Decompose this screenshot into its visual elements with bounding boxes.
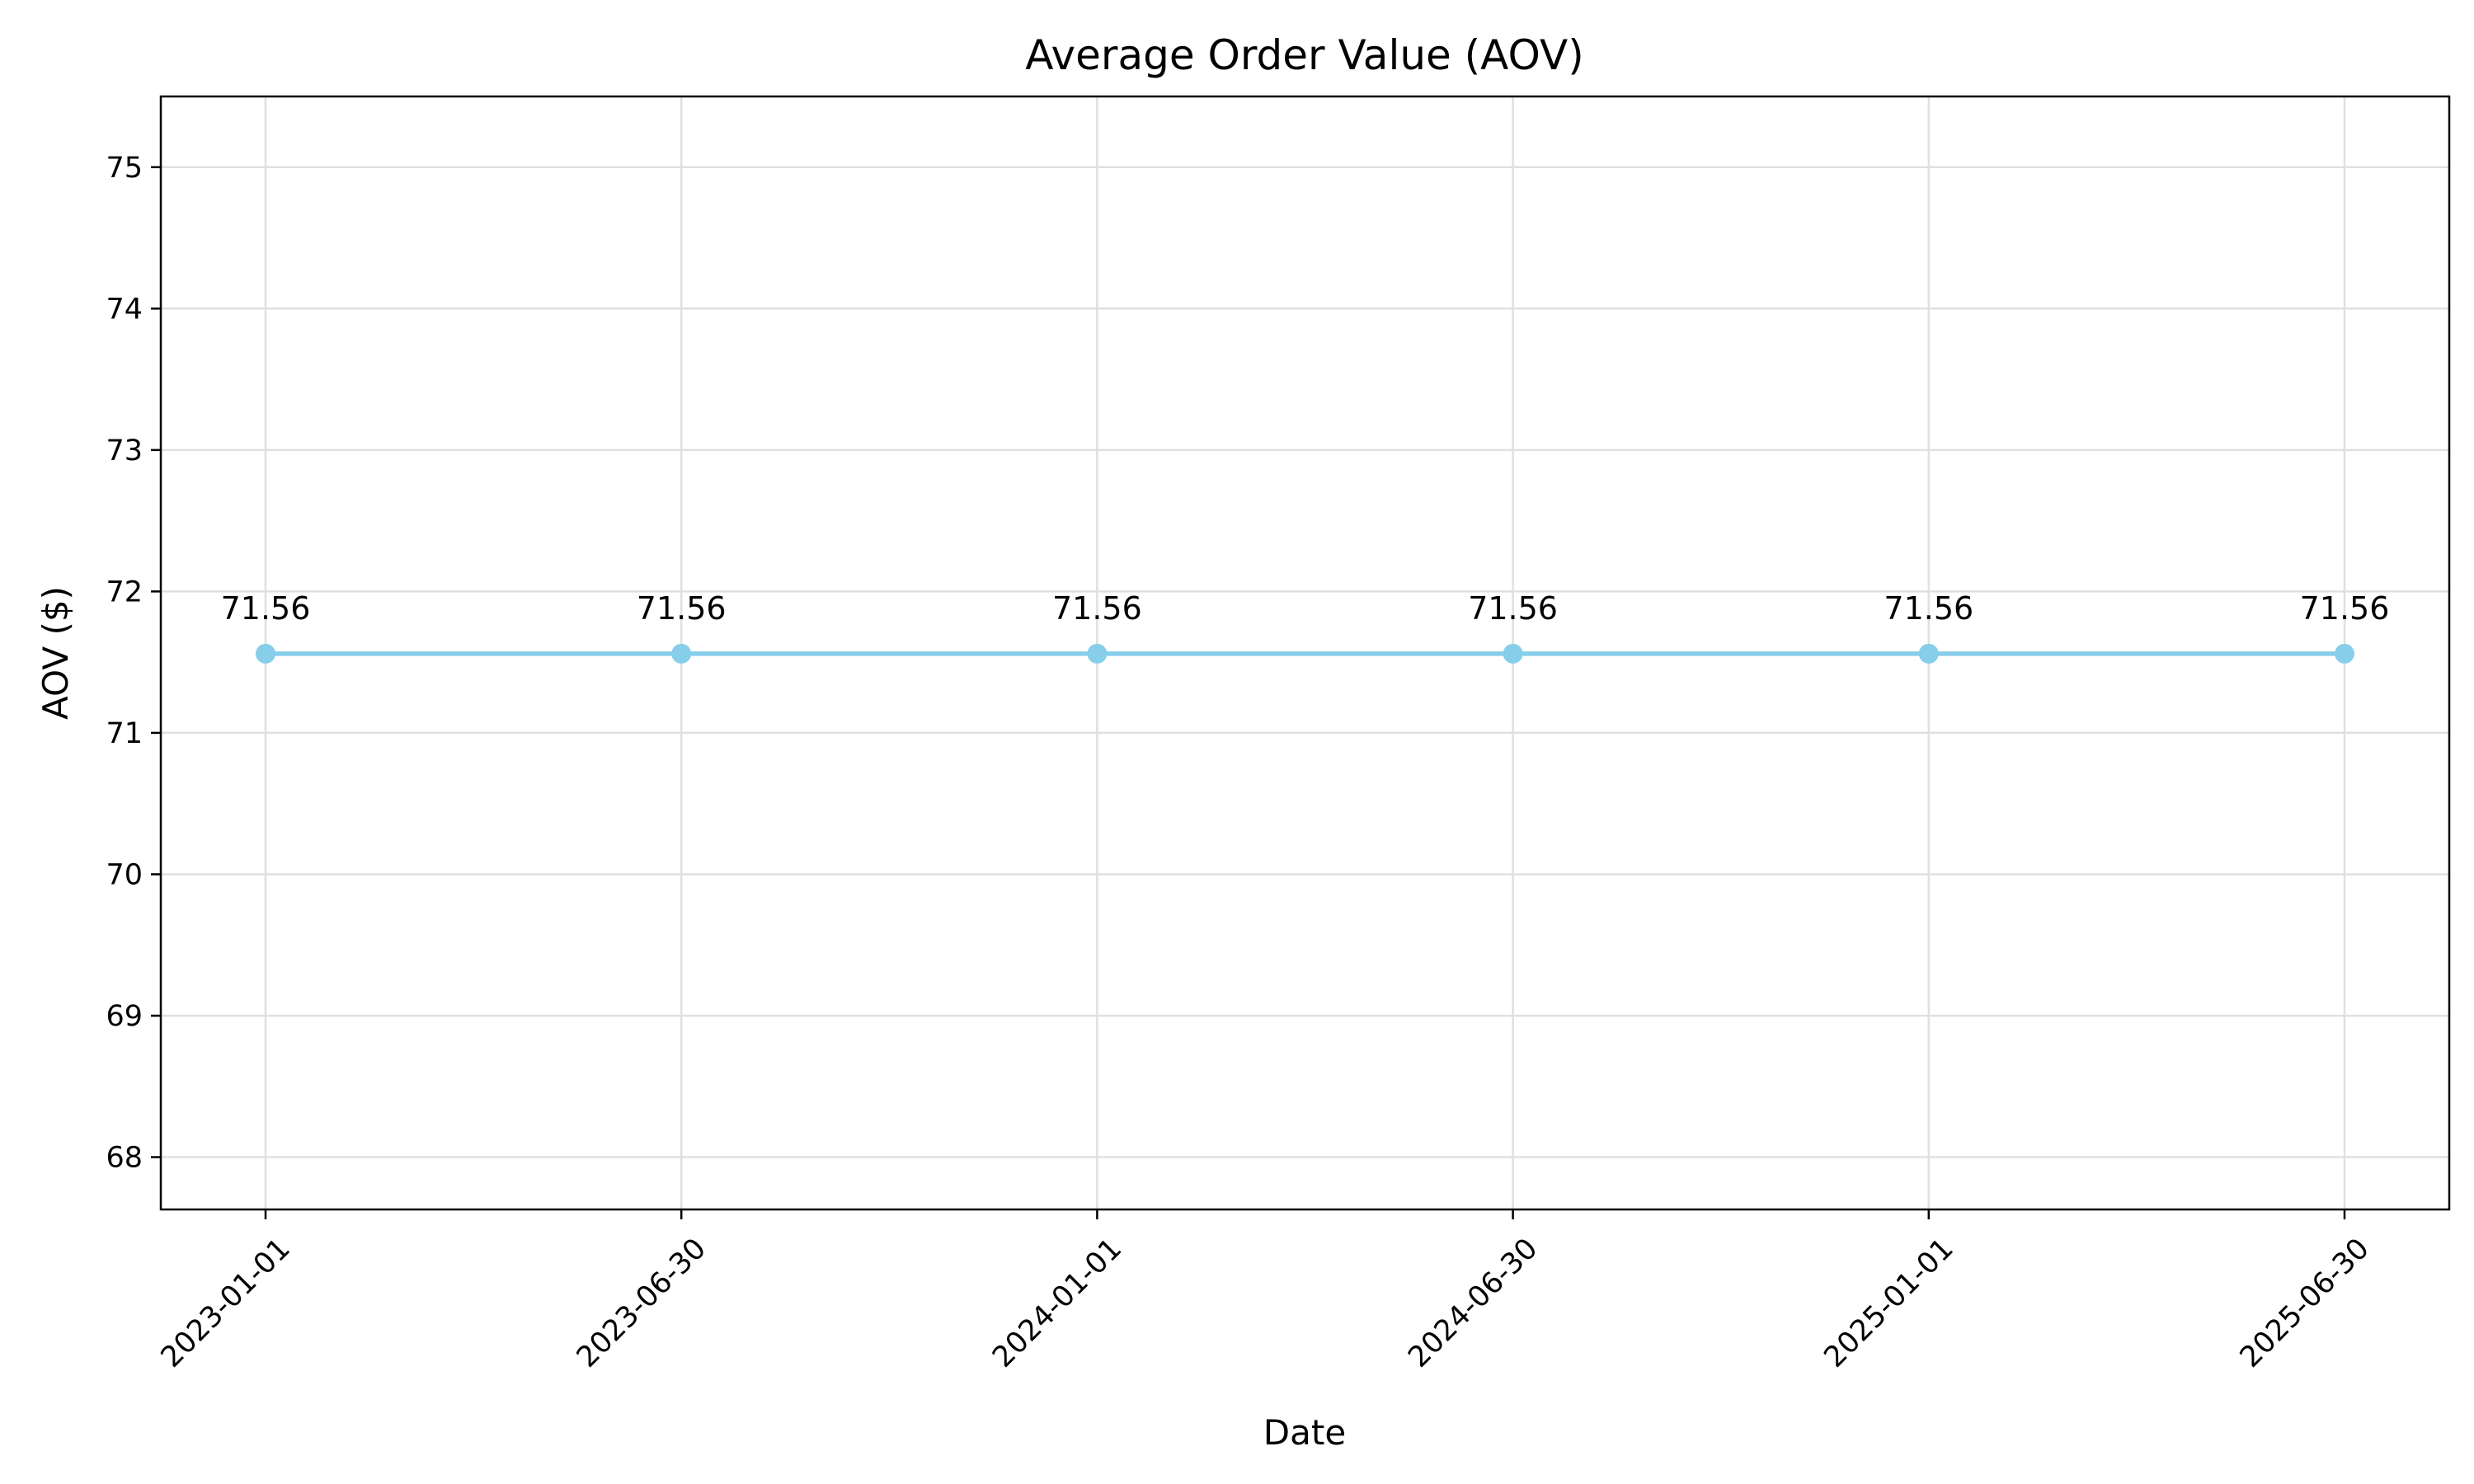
data-label: 71.56 bbox=[1468, 590, 1558, 627]
series-aov bbox=[256, 643, 2354, 664]
data-labels: 71.56 71.56 71.56 71.56 71.56 71.56 bbox=[221, 590, 2390, 627]
y-tick-label: 68 bbox=[106, 1142, 143, 1175]
y-tick-label: 72 bbox=[106, 575, 143, 608]
y-tick-label: 73 bbox=[106, 434, 143, 467]
data-label: 71.56 bbox=[637, 590, 727, 627]
data-point bbox=[1087, 643, 1108, 664]
y-tick-label: 75 bbox=[106, 152, 143, 185]
y-tick-label: 74 bbox=[106, 293, 143, 326]
y-axis: 68 69 70 71 72 73 74 75 bbox=[106, 152, 161, 1175]
data-label: 71.56 bbox=[221, 590, 311, 627]
y-axis-label: AOV ($) bbox=[35, 586, 76, 720]
data-point bbox=[1503, 643, 1523, 664]
data-point bbox=[671, 643, 692, 664]
chart-title: Average Order Value (AOV) bbox=[1025, 31, 1583, 79]
x-axis-label: Date bbox=[1263, 1412, 1346, 1453]
y-tick-label: 71 bbox=[106, 717, 143, 750]
data-label: 71.56 bbox=[2300, 590, 2390, 627]
data-point bbox=[1918, 643, 1939, 664]
plot-area-frame bbox=[159, 95, 2451, 1211]
data-point bbox=[2335, 643, 2354, 664]
data-label: 71.56 bbox=[1052, 590, 1142, 627]
data-label: 71.56 bbox=[1884, 590, 1973, 627]
y-tick-label: 70 bbox=[106, 858, 143, 891]
data-point bbox=[256, 643, 275, 664]
y-tick-label: 69 bbox=[106, 1000, 143, 1033]
